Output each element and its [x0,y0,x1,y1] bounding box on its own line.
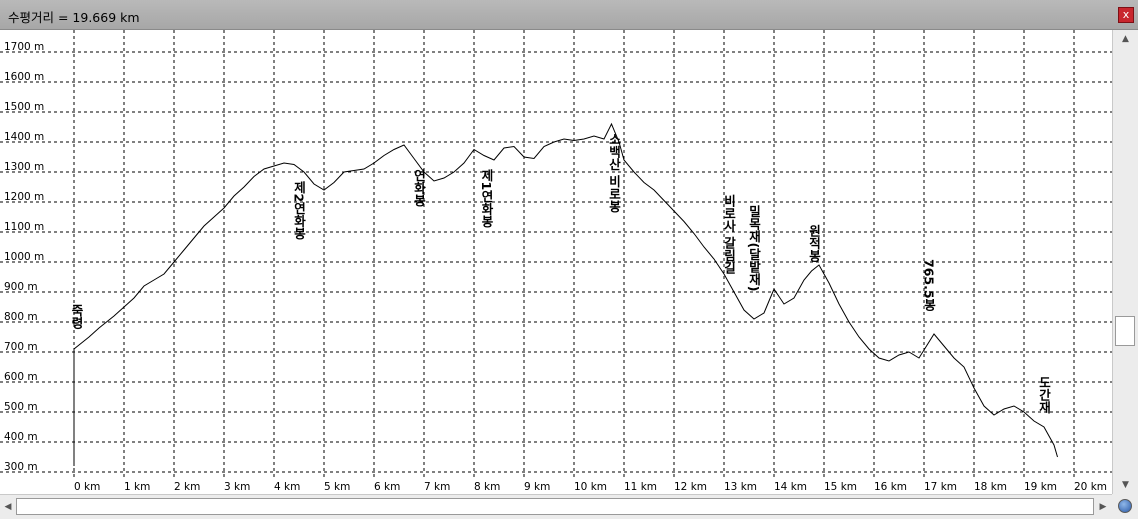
y-tick-label: 700 m [4,341,38,353]
y-tick-label: 1100 m [4,221,44,233]
y-tick-label: 1200 m [4,191,44,203]
x-axis-ticks: 0 km 1 km 2 km 3 km 4 km 5 km 6 km 7 km 8 km 9 km… [74,481,1107,493]
vertical-scrollbar[interactable]: ▲ ▼ [1112,30,1138,494]
y-tick-label: 300 m [4,461,38,473]
peak-annotation: 연화봉 [412,168,427,207]
x-tick-label: 14 km [774,481,807,493]
peak-annotation: 밀목재(달밭재) [747,205,762,291]
horizontal-scrollbar[interactable]: ◀ ▶ [0,494,1112,519]
peak-annotation: 원적봉 [807,225,822,263]
y-tick-label: 1400 m [4,131,44,143]
scroll-corner [1112,494,1138,519]
y-tick-label: 1000 m [4,251,44,263]
globe-icon[interactable] [1118,499,1132,513]
x-tick-label: 9 km [524,481,550,493]
x-tick-label: 13 km [724,481,757,493]
y-tick-label: 500 m [4,401,38,413]
y-tick-label: 1300 m [4,161,44,173]
x-tick-label: 4 km [274,481,300,493]
peak-annotation: 소백산 비로봉 [607,133,622,213]
vertical-scroll-thumb[interactable] [1115,316,1135,346]
x-tick-label: 0 km [74,481,100,493]
x-tick-label: 11 km [624,481,657,493]
x-tick-label: 17 km [924,481,957,493]
elevation-line [73,122,1058,466]
peak-annotation: 도간재 [1037,376,1052,414]
y-tick-label: 900 m [4,281,38,293]
y-tick-label: 600 m [4,371,38,383]
y-tick-label: 800 m [4,311,38,323]
x-tick-label: 19 km [1024,481,1057,493]
peak-annotation: 죽령 [69,304,84,330]
y-tick-label: 1500 m [4,101,44,113]
horizontal-scroll-thumb[interactable] [16,498,1094,515]
series-group [73,122,1058,466]
x-tick-label: 7 km [424,481,450,493]
peak-annotation: 765.5봉 [922,259,937,312]
x-tick-label: 2 km [174,481,200,493]
x-tick-label: 10 km [574,481,607,493]
y-tick-label: 1700 m [4,41,44,53]
elevation-profile-chart: 300 m 400 m 500 m 600 m 700 m 800 m 900 m 1000 … [0,30,1112,494]
close-button[interactable]: x [1118,7,1134,23]
window-title: 수평거리 = 19.669 km [8,10,140,25]
y-axis-ticks: 300 m 400 m 500 m 600 m 700 m 800 m 900 m 1000 … [4,41,44,473]
x-tick-label: 3 km [224,481,250,493]
x-tick-label: 5 km [324,481,350,493]
y-tick-label: 1600 m [4,71,44,83]
scroll-left-arrow[interactable]: ◀ [4,502,12,512]
scroll-up-arrow[interactable]: ▲ [1122,34,1129,44]
x-tick-label: 20 km [1074,481,1107,493]
x-tick-label: 12 km [674,481,707,493]
x-tick-label: 8 km [474,481,500,493]
x-tick-label: 16 km [874,481,907,493]
peak-annotation: 제1연화봉 [479,169,494,228]
scroll-right-arrow[interactable]: ▶ [1099,502,1107,512]
x-tick-label: 15 km [824,481,857,493]
scroll-down-arrow[interactable]: ▼ [1122,480,1129,490]
peak-annotation: 비로사 갈림길 [722,194,737,275]
chart-grid [0,30,1112,478]
y-tick-label: 400 m [4,431,38,443]
peak-annotation: 제2연화봉 [292,181,307,240]
x-tick-label: 1 km [124,481,150,493]
x-tick-label: 6 km [374,481,400,493]
window-titlebar: 수평거리 = 19.669 km x [0,0,1138,30]
x-tick-label: 18 km [974,481,1007,493]
